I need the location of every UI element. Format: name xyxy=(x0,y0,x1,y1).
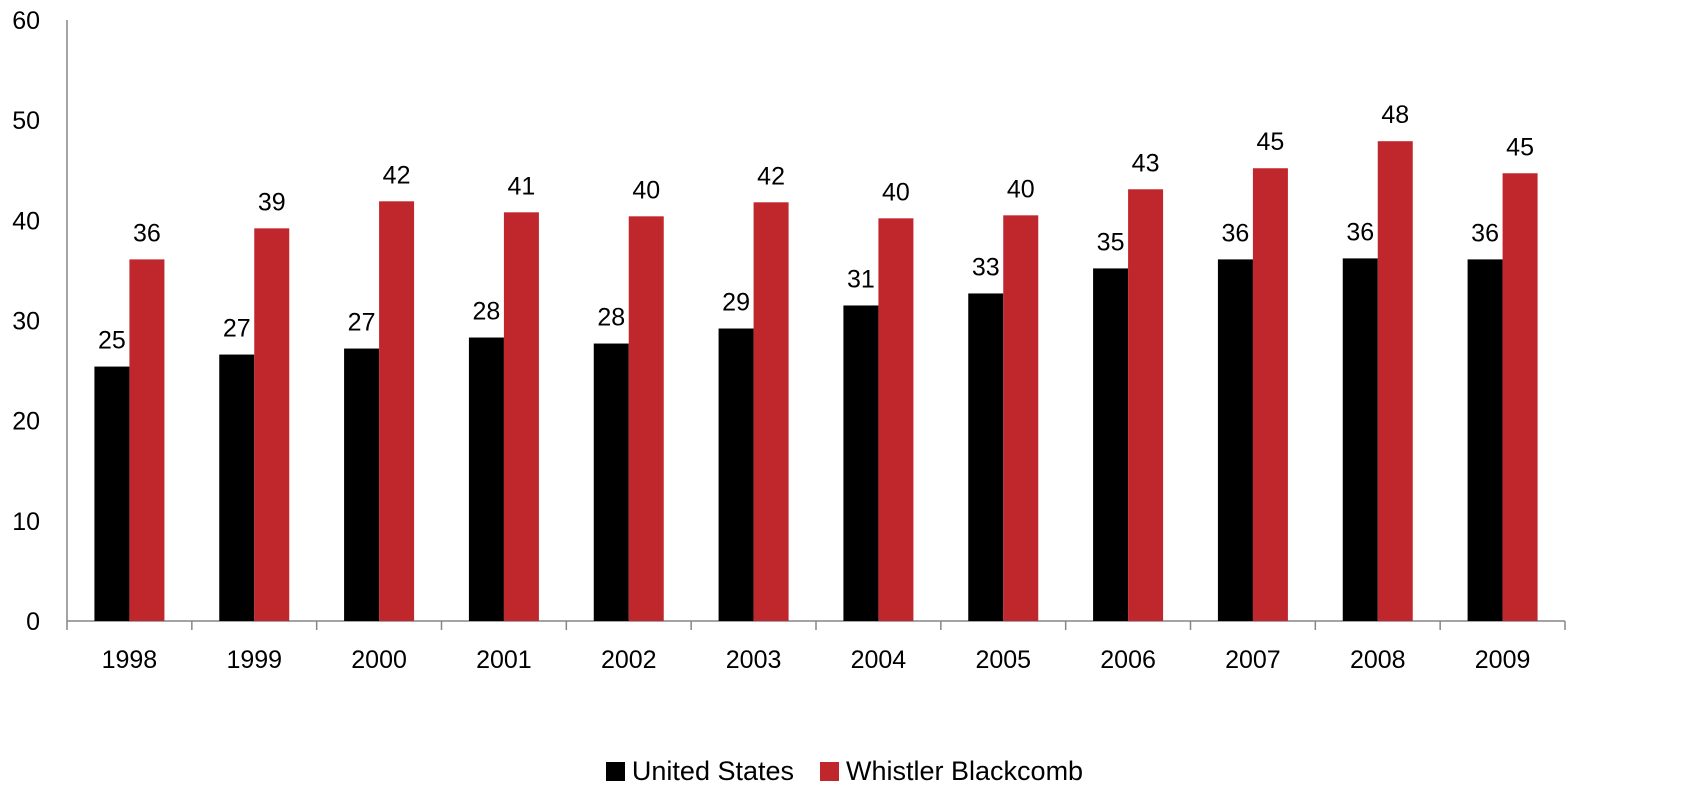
data-label-series-1: 28 xyxy=(473,298,501,326)
bar-series-1 xyxy=(968,293,1004,621)
legend-swatch-series-1 xyxy=(605,762,625,781)
data-label-series-2: 39 xyxy=(258,188,286,216)
bar-series-1 xyxy=(593,343,629,621)
data-label-series-1: 25 xyxy=(98,327,126,355)
legend-item-series-1: United States xyxy=(605,756,795,787)
bar-series-2 xyxy=(254,228,290,621)
y-tick-label: 40 xyxy=(12,207,40,235)
x-tick-label: 2006 xyxy=(1100,646,1156,674)
data-label-series-2: 40 xyxy=(882,178,910,206)
bar-series-2 xyxy=(1003,215,1039,621)
x-axis: 1998 1999 2000 2001 2002 2003 2004 2005 2006 2007… xyxy=(66,620,1566,674)
y-axis: 0 10 20 30 40 50 60 xyxy=(12,7,68,636)
legend-item-series-2: Whistler Blackcomb xyxy=(820,756,1083,787)
x-tick-label: 2000 xyxy=(351,646,407,674)
bar-series-2 xyxy=(1252,168,1288,621)
data-label-series-2: 36 xyxy=(133,219,161,247)
data-label-series-1: 36 xyxy=(1346,218,1374,246)
x-tick-label: 1999 xyxy=(226,646,282,674)
bar-series-1 xyxy=(94,366,130,621)
legend: United States Whistler Blackcomb xyxy=(0,756,1689,787)
data-label-series-2: 43 xyxy=(1132,149,1160,177)
bar-series-2 xyxy=(129,259,165,621)
data-label-series-2: 40 xyxy=(1007,175,1035,203)
bar-series-1 xyxy=(1093,268,1129,621)
y-tick-label: 50 xyxy=(12,107,40,135)
x-tick-label: 2007 xyxy=(1225,646,1281,674)
bars xyxy=(94,141,1538,621)
x-tick-label: 1998 xyxy=(102,646,158,674)
y-tick-label: 30 xyxy=(12,308,40,336)
x-tick-label: 2003 xyxy=(726,646,782,674)
bar-series-2 xyxy=(503,212,539,621)
y-tick-label: 20 xyxy=(12,408,40,436)
data-label-series-2: 45 xyxy=(1506,133,1534,161)
bar-series-1 xyxy=(1217,259,1253,621)
bar-series-2 xyxy=(1377,141,1413,621)
bar-series-1 xyxy=(718,328,754,621)
data-label-series-2: 48 xyxy=(1381,101,1409,129)
bar-series-1 xyxy=(344,348,380,621)
data-label-series-1: 31 xyxy=(847,265,875,293)
data-label-series-1: 35 xyxy=(1097,228,1125,256)
bar-series-2 xyxy=(878,218,914,621)
x-tick-label: 2008 xyxy=(1350,646,1406,674)
data-label-series-2: 45 xyxy=(1257,128,1285,156)
data-label-series-1: 28 xyxy=(597,304,625,332)
bar-series-1 xyxy=(219,354,255,621)
data-label-series-1: 27 xyxy=(348,309,376,337)
data-labels: 25 27 27 28 28 29 31 33 35 36 36 36 36 39 42 41 40 42 40 40… xyxy=(98,101,1534,354)
bar-series-1 xyxy=(843,305,879,621)
y-tick-label: 0 xyxy=(26,608,40,636)
x-tick-label: 2004 xyxy=(851,646,907,674)
bar-series-2 xyxy=(1502,173,1538,621)
legend-label-series-2: Whistler Blackcomb xyxy=(846,756,1084,786)
legend-swatch-series-2 xyxy=(820,762,840,781)
x-tick-label: 2001 xyxy=(476,646,532,674)
bar-series-2 xyxy=(1128,189,1164,621)
data-label-series-2: 41 xyxy=(508,172,536,200)
bar-series-2 xyxy=(628,216,664,621)
bar-series-1 xyxy=(468,337,504,621)
bar-series-1 xyxy=(1342,258,1378,621)
x-tick-label: 2002 xyxy=(601,646,657,674)
y-tick-label: 60 xyxy=(12,7,40,35)
data-label-series-2: 42 xyxy=(757,162,785,190)
bar-series-1 xyxy=(1467,259,1503,621)
y-tick-label: 10 xyxy=(12,508,40,536)
data-label-series-1: 29 xyxy=(722,289,750,317)
x-tick-label: 2005 xyxy=(975,646,1031,674)
data-label-series-1: 36 xyxy=(1222,219,1250,247)
bar-series-2 xyxy=(753,202,789,621)
data-label-series-2: 40 xyxy=(632,176,660,204)
data-label-series-1: 33 xyxy=(972,253,1000,281)
legend-label-series-1: United States xyxy=(631,756,795,786)
data-label-series-1: 36 xyxy=(1471,219,1499,247)
data-label-series-1: 27 xyxy=(223,315,251,343)
x-tick-label: 2009 xyxy=(1475,646,1531,674)
bar-series-2 xyxy=(379,201,415,621)
data-label-series-2: 42 xyxy=(383,161,411,189)
